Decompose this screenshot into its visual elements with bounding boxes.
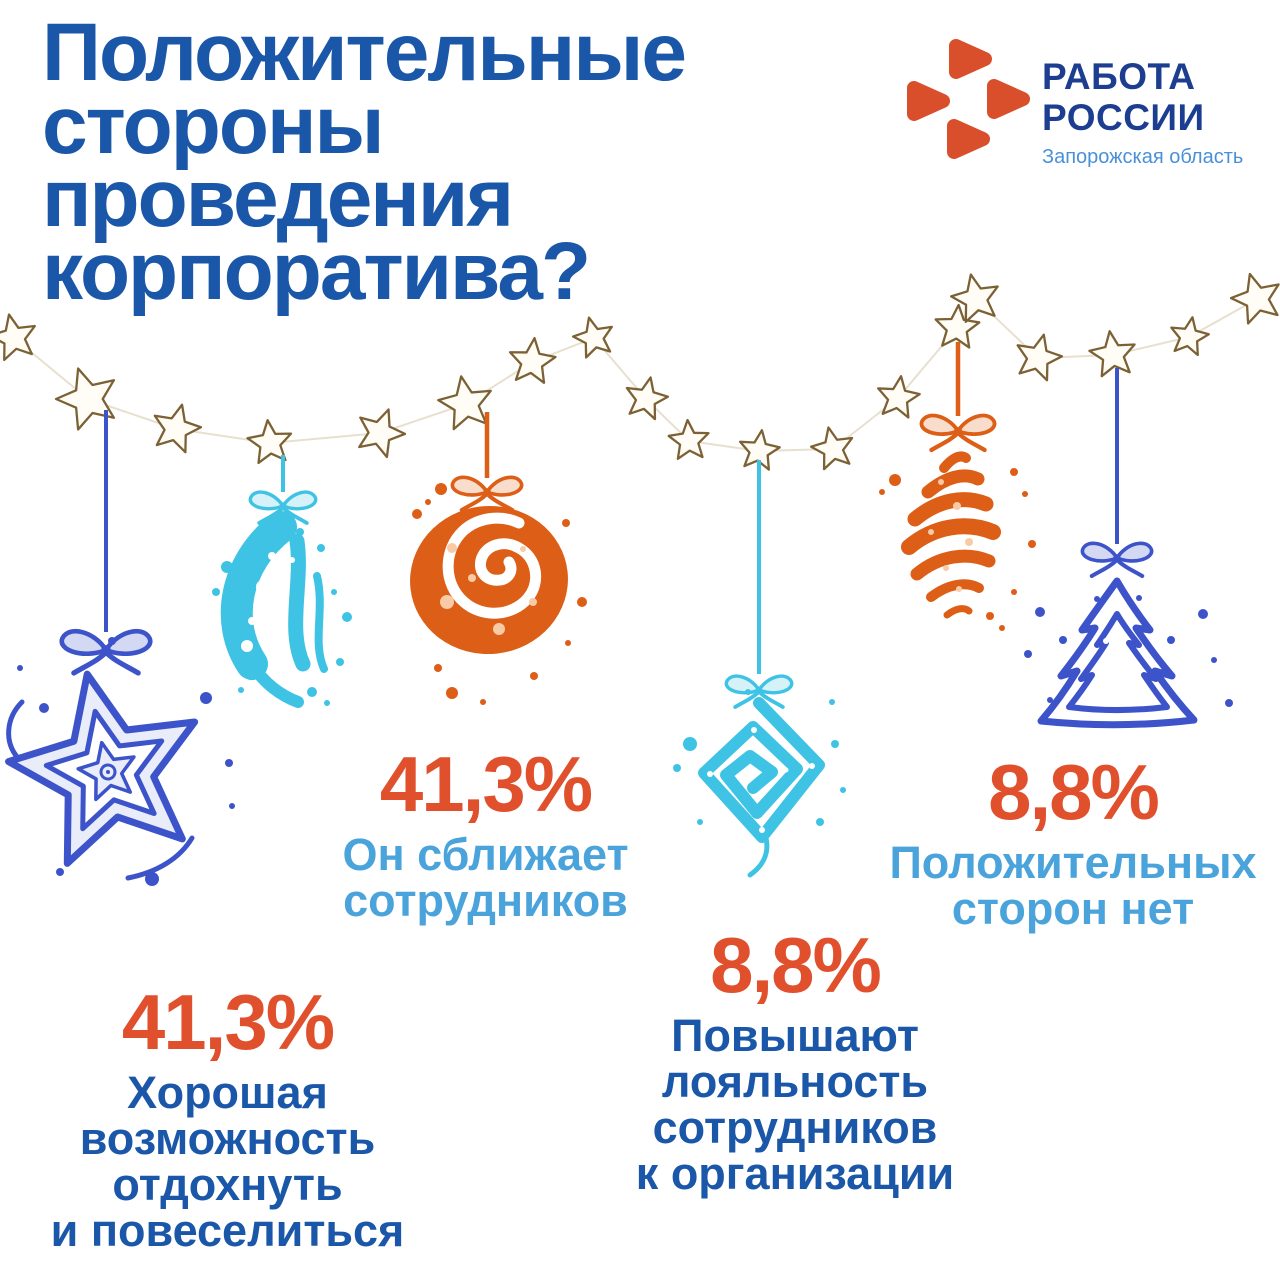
title-line: проведения	[42, 153, 514, 244]
stat-label: Хорошая возможность отдохнуть и повесели…	[50, 1067, 405, 1256]
tree-ornament	[1024, 368, 1233, 729]
title-line: Положительные	[42, 7, 687, 98]
stat-block-rest-fun: 41,3% Хорошая возможность отдохнуть и по…	[25, 982, 430, 1254]
stat-label: Повышают лояльность сотрудников к органи…	[635, 1010, 955, 1199]
drop-ornament	[212, 455, 352, 708]
ball-ornament	[410, 412, 587, 705]
stat-label: Он сближает сотрудников	[342, 829, 629, 926]
logo-wordmark-line: РОССИИ	[1042, 97, 1205, 138]
star-ornament	[0, 410, 235, 886]
cone-ornament	[879, 342, 1036, 631]
logo-region-label: Запорожская область	[1042, 146, 1244, 168]
diamond-ornament	[673, 460, 846, 878]
stat-block-no-positives: 8,8% Положительных сторон нет	[868, 752, 1278, 932]
stat-value: 8,8%	[710, 921, 882, 1009]
stat-value: 8,8%	[988, 748, 1160, 836]
stat-value: 41,3%	[379, 740, 593, 828]
stat-value: 41,3%	[121, 978, 335, 1066]
title-line: корпоратива?	[42, 226, 591, 317]
stat-block-closer: 41,3% Он сближает сотрудников	[283, 744, 688, 924]
stat-block-loyalty: 8,8% Повышают лояльность сотрудников к о…	[590, 925, 1000, 1197]
page-title: Положительные стороны проведения корпора…	[42, 7, 882, 317]
logo-wordmark: РАБОТА РОССИИ	[1042, 56, 1205, 138]
title-line: стороны	[42, 80, 385, 171]
rabota-rossii-logo-icon	[907, 39, 1030, 159]
logo-wordmark-line: РАБОТА	[1042, 56, 1196, 97]
stat-label: Положительных сторон нет	[889, 837, 1257, 934]
